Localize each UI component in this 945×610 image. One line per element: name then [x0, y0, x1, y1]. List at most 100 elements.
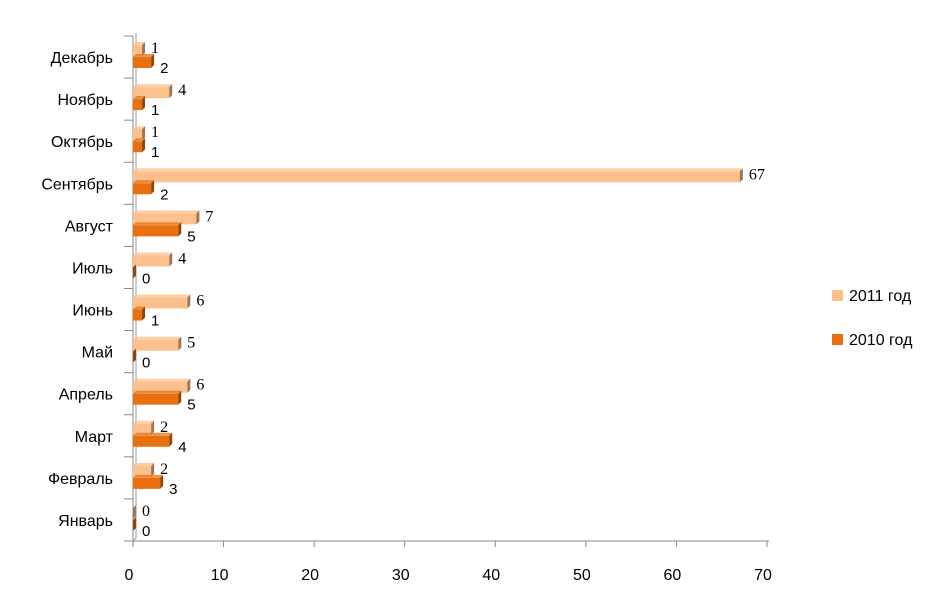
bar-2011-top — [133, 336, 182, 340]
data-label-2010: 0 — [142, 270, 150, 287]
data-label-2010: 5 — [187, 228, 195, 245]
bar-2011-front — [133, 339, 179, 351]
data-label-2010: 3 — [169, 481, 177, 498]
bar-2010-front — [133, 183, 152, 195]
bar-2011-front — [133, 465, 152, 477]
bar-2010-side — [133, 264, 136, 279]
bar-2011-side — [196, 210, 200, 225]
bar-2010-front — [133, 477, 161, 489]
bar-2011-side — [151, 420, 155, 435]
bar-2011-top — [133, 378, 191, 382]
y-category-label: Февраль — [48, 471, 113, 488]
bar-2010-side — [142, 306, 146, 321]
bar-2011-side — [739, 168, 743, 183]
bar-2010-front — [133, 99, 143, 111]
bar-2011-front — [133, 129, 143, 141]
data-label-2011: 1 — [151, 124, 159, 141]
data-label-2011: 1 — [151, 40, 159, 57]
bar-2011-top — [133, 84, 173, 88]
bar-2010-top — [133, 306, 146, 310]
bar-2010-top — [133, 54, 155, 58]
bar-2010-side — [160, 474, 164, 489]
legend-label: 2011 год — [849, 288, 912, 305]
y-category-label: Октябрь — [51, 134, 113, 151]
bar-2011-side — [142, 42, 146, 57]
bar-2011-top — [133, 420, 155, 424]
bar-2011 — [133, 210, 200, 225]
bar-2010 — [133, 264, 136, 279]
x-tick-label: 30 — [392, 567, 410, 584]
data-label-2011: 4 — [178, 250, 186, 267]
x-tick-label: 20 — [301, 567, 319, 584]
bar-2010 — [133, 390, 182, 405]
y-category-label: Апрель — [59, 387, 113, 404]
chart-bars — [133, 42, 743, 531]
data-label-2010: 1 — [151, 144, 159, 161]
bar-2011 — [133, 336, 182, 351]
bar-2010 — [133, 474, 164, 489]
bar-2011 — [133, 378, 191, 393]
data-label-2010: 5 — [187, 397, 195, 414]
bar-2010-front — [133, 435, 170, 447]
bar-2010-side — [142, 138, 146, 153]
bar-2010 — [133, 138, 146, 153]
bar-2010 — [133, 348, 136, 363]
legend-swatch — [832, 334, 843, 345]
bar-2011 — [133, 126, 146, 141]
bar-2011-front — [133, 171, 740, 183]
bar-2010-side — [178, 390, 182, 405]
bar-2010 — [133, 516, 136, 531]
bar-2011-top — [133, 462, 155, 466]
bar-2010-front — [133, 309, 143, 321]
bar-2011 — [133, 252, 173, 267]
y-category-label: Июль — [72, 260, 113, 277]
bar-2011 — [133, 294, 191, 309]
legend-label: 2010 год — [849, 332, 913, 349]
y-category-label: Август — [65, 218, 114, 235]
bar-2011 — [133, 84, 173, 99]
bar-2011-front — [133, 255, 170, 267]
bar-2011-front — [133, 45, 143, 57]
bar-2010-front — [133, 393, 179, 405]
bar-2011-side — [169, 252, 173, 267]
data-label-2011: 5 — [187, 335, 195, 352]
data-label-2010: 4 — [178, 439, 186, 456]
data-label-2011: 4 — [178, 82, 186, 99]
bar-2011 — [133, 462, 155, 477]
chart-legend: 2011 год 2010 год — [832, 288, 913, 349]
data-label-2011: 7 — [205, 208, 213, 225]
bar-2010-side — [133, 348, 136, 363]
bar-2011-top — [133, 294, 191, 298]
bar-2010-front — [133, 57, 152, 69]
bar-2010-side — [178, 222, 182, 237]
bar-2011 — [133, 420, 155, 435]
bar-2010-side — [169, 432, 173, 447]
data-label-2010: 2 — [160, 60, 168, 77]
bar-2011 — [133, 42, 146, 57]
legend-item: 2010 год — [832, 332, 913, 349]
bar-2010-side — [151, 180, 155, 195]
x-tick-label: 10 — [211, 567, 229, 584]
x-tick-label: 0 — [125, 567, 134, 584]
bar-2011-side — [133, 504, 136, 519]
bar-2010-top — [133, 138, 146, 142]
bar-2011-side — [187, 294, 191, 309]
bar-2011-front — [133, 87, 170, 99]
bar-2010-top — [133, 96, 146, 100]
x-tick-label: 60 — [664, 567, 682, 584]
data-label-2011: 67 — [749, 166, 765, 183]
bar-2010 — [133, 180, 155, 195]
bar-2011-side — [169, 84, 173, 99]
y-category-label: Декабрь — [51, 50, 113, 67]
legend-item: 2011 год — [832, 288, 912, 305]
bar-2010 — [133, 432, 173, 447]
bar-2010-front — [133, 225, 179, 237]
data-label-2011: 2 — [160, 461, 168, 478]
data-label-2011: 2 — [160, 419, 168, 436]
bar-2010 — [133, 54, 155, 69]
chart-labels: 0 10 20 30 40 50 60 70ЯнварьФевральМартАпрельМа… — [41, 40, 772, 584]
data-label-2011: 6 — [196, 293, 204, 310]
bar-2010-top — [133, 474, 164, 478]
bar-2010-front — [133, 141, 143, 153]
y-category-label: Июнь — [72, 303, 113, 320]
